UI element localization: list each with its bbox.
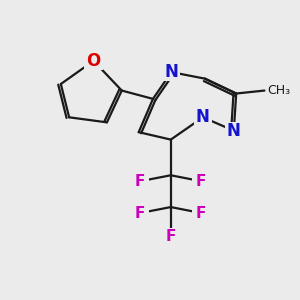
FancyBboxPatch shape xyxy=(194,109,212,126)
Text: F: F xyxy=(135,206,146,220)
FancyBboxPatch shape xyxy=(225,122,243,139)
FancyBboxPatch shape xyxy=(163,64,180,81)
Text: N: N xyxy=(196,108,210,126)
FancyBboxPatch shape xyxy=(84,52,103,70)
FancyBboxPatch shape xyxy=(131,204,149,222)
Text: N: N xyxy=(227,122,241,140)
FancyBboxPatch shape xyxy=(131,172,149,190)
FancyBboxPatch shape xyxy=(192,172,210,190)
Text: F: F xyxy=(196,206,206,220)
Text: O: O xyxy=(86,52,101,70)
Text: F: F xyxy=(135,174,146,189)
Text: CH₃: CH₃ xyxy=(267,84,290,97)
Text: N: N xyxy=(164,63,178,81)
Text: F: F xyxy=(196,174,206,189)
FancyBboxPatch shape xyxy=(192,204,210,222)
Text: F: F xyxy=(166,229,176,244)
FancyBboxPatch shape xyxy=(162,228,180,245)
